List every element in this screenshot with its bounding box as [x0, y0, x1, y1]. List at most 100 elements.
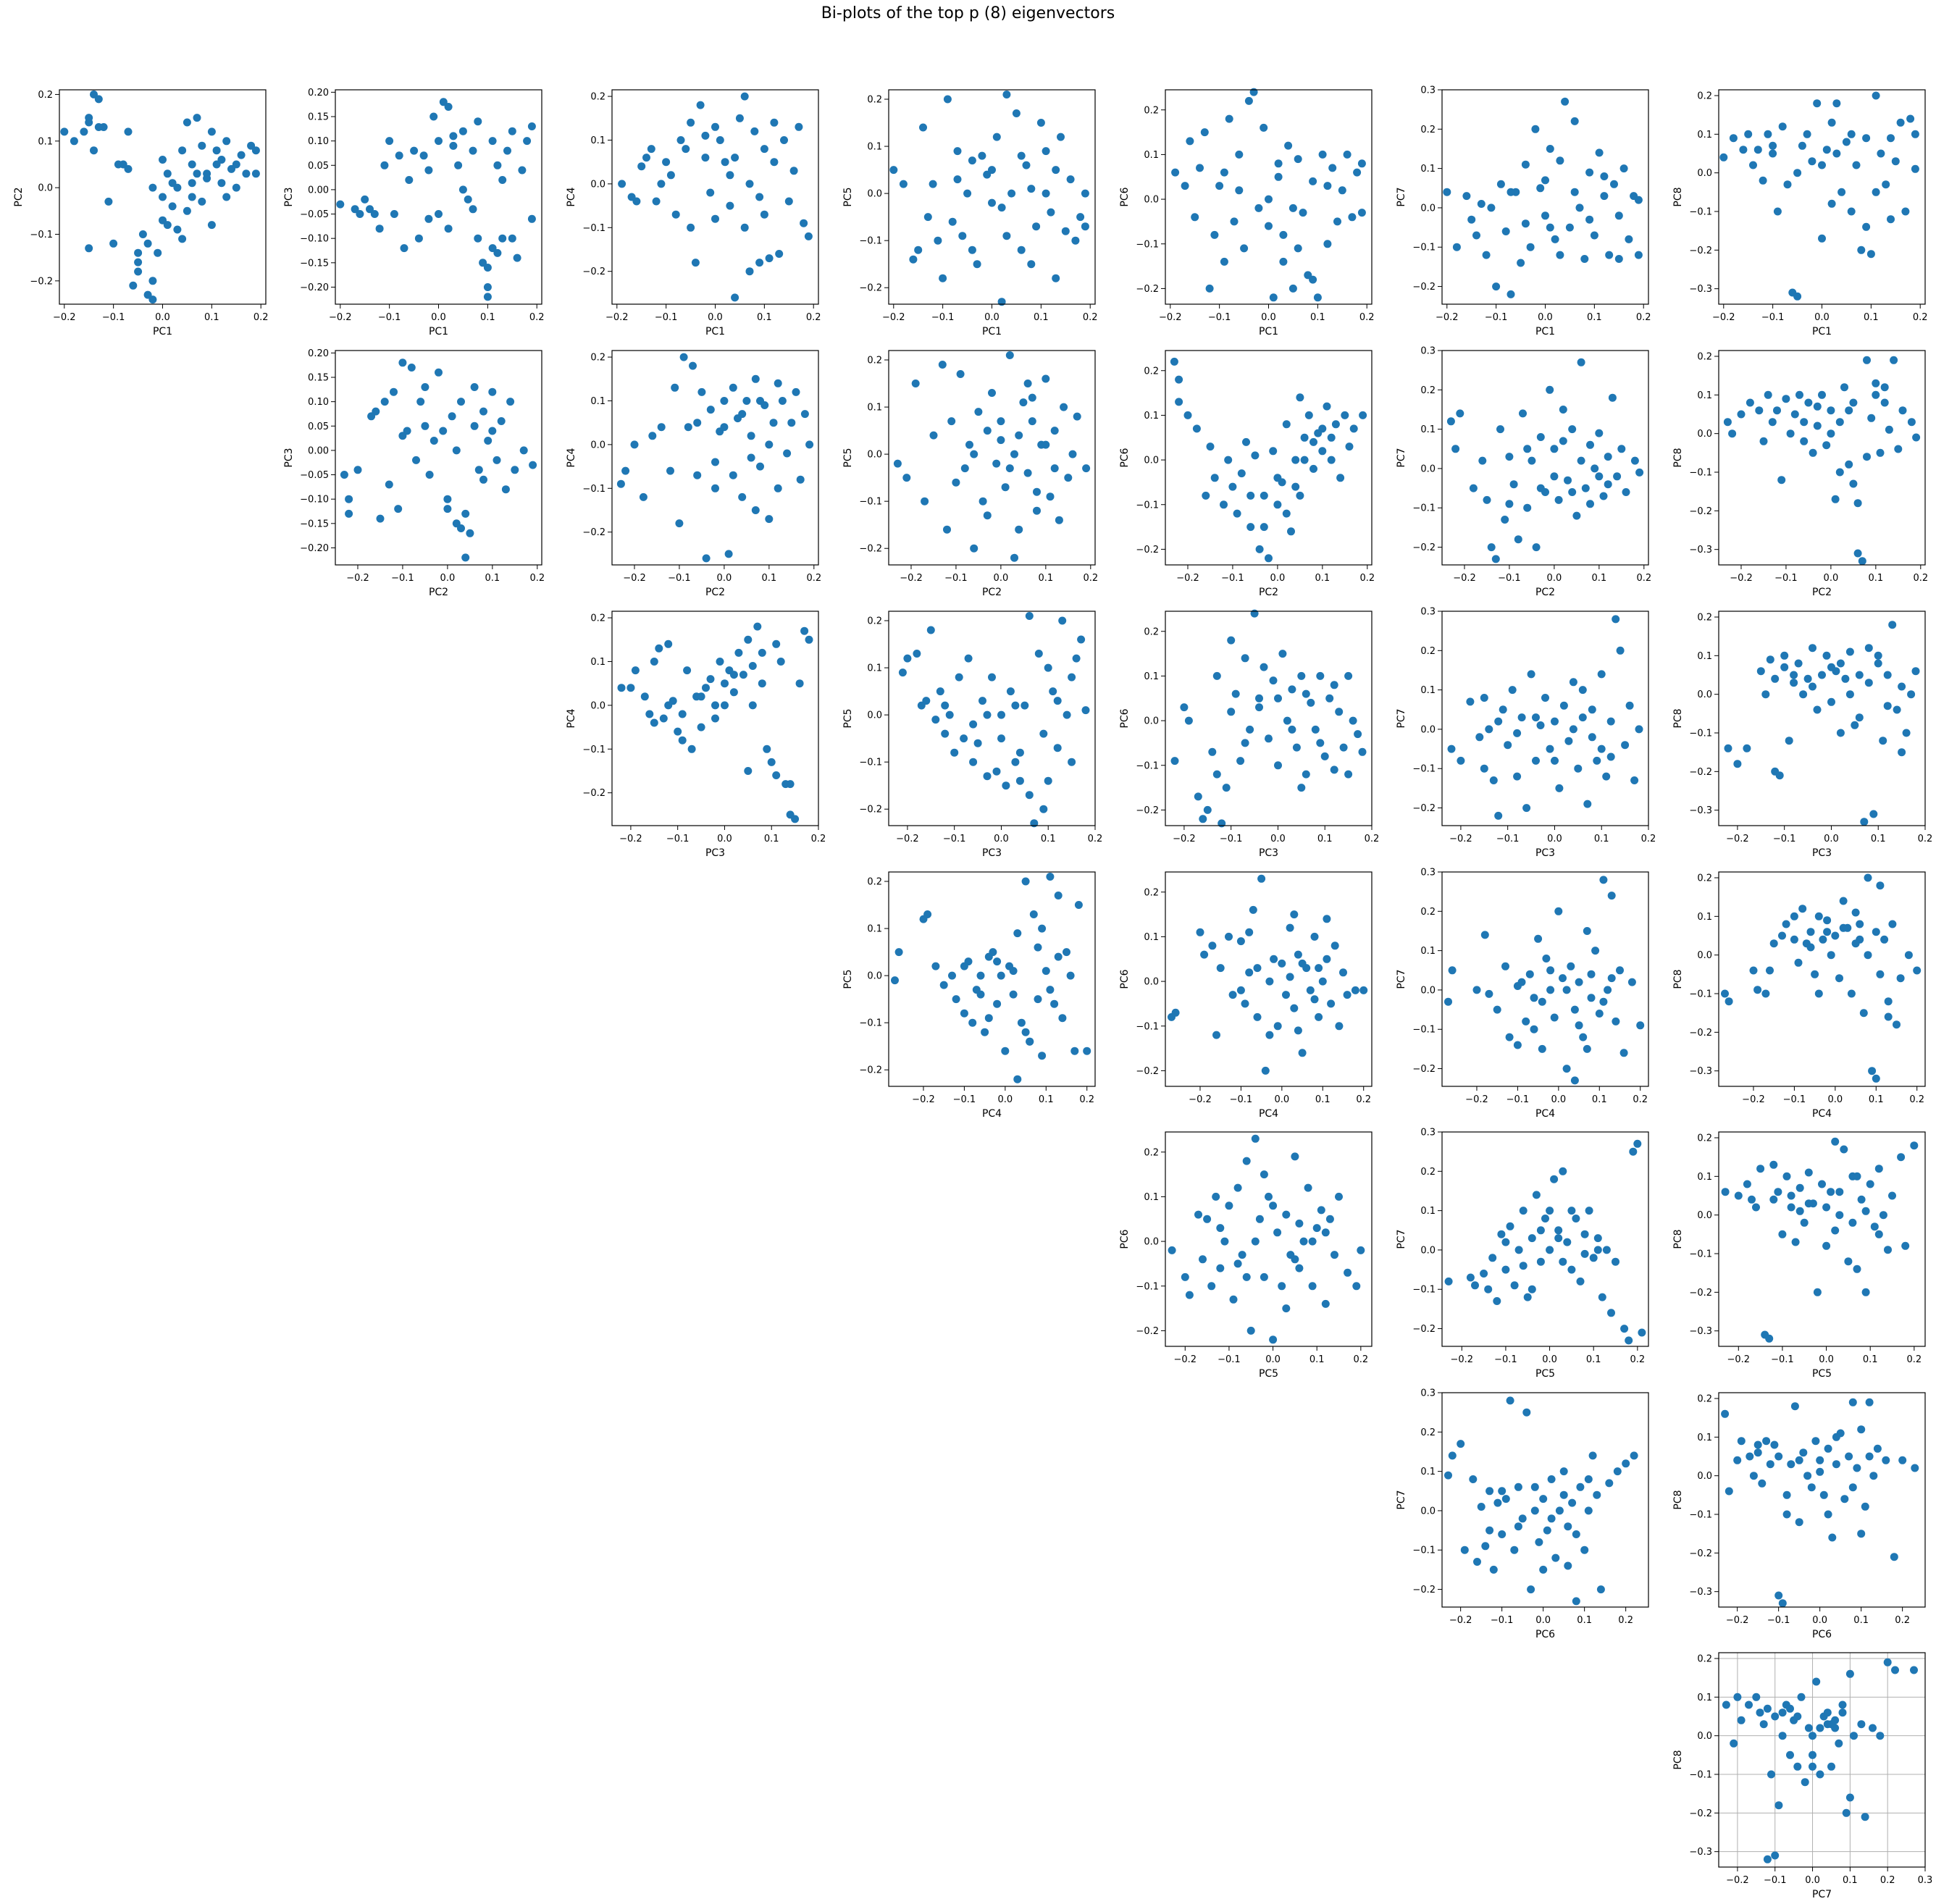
scatter-point — [1599, 876, 1608, 884]
scatter-point — [1786, 1750, 1794, 1759]
scatter-point — [1858, 557, 1866, 566]
scatter-point — [1633, 1139, 1642, 1148]
scatter-point — [1253, 964, 1262, 973]
scatter-point — [390, 387, 398, 396]
scatter-point — [1498, 1487, 1507, 1496]
scatter-point — [1235, 186, 1244, 195]
scatter-point — [435, 210, 443, 218]
scatter-point — [1868, 1067, 1877, 1075]
x-tick-label: −0.1 — [944, 573, 968, 584]
x-axis-label: PC3 — [1812, 847, 1832, 859]
scatter-point — [1240, 244, 1249, 253]
scatter-point — [1294, 244, 1302, 253]
x-tick-label: −0.1 — [1485, 312, 1508, 323]
scatter-point — [735, 114, 744, 122]
scatter-point — [1795, 1183, 1804, 1192]
scatter-point — [1743, 1180, 1751, 1188]
scatter-point — [1321, 1228, 1330, 1237]
x-tick-label: −0.1 — [1771, 1354, 1794, 1365]
scatter-point — [1595, 429, 1604, 437]
scatter-point — [956, 370, 965, 378]
y-tick-label: −0.2 — [859, 544, 882, 555]
scatter-point — [1574, 764, 1583, 773]
scatter-point — [1814, 912, 1823, 920]
scatter-point — [1721, 1409, 1730, 1418]
scatter-point — [1200, 128, 1209, 137]
scatter-point — [1813, 402, 1822, 411]
scatter-point — [1804, 398, 1813, 407]
y-axis-label: PC8 — [1672, 1490, 1684, 1509]
scatter-point — [1528, 456, 1536, 465]
x-axis-label: PC2 — [982, 587, 1002, 598]
scatter-point — [60, 127, 69, 136]
scatter-point — [1225, 932, 1233, 941]
scatter-point — [1254, 204, 1263, 212]
scatter-point — [1599, 997, 1608, 1006]
scatter-point — [1260, 1170, 1268, 1179]
scatter-point — [1323, 182, 1332, 190]
scatter-point — [109, 239, 118, 248]
scatter-point — [474, 234, 482, 243]
scatter-point — [1845, 406, 1853, 415]
scatter-point — [948, 971, 956, 980]
scatter-point — [1235, 150, 1244, 159]
scatter-point — [1477, 200, 1485, 208]
scatter-point — [519, 446, 528, 455]
scatter-point — [1044, 663, 1052, 672]
axes-frame — [1718, 1652, 1926, 1868]
scatter-point — [1585, 1207, 1593, 1215]
scatter-point — [1480, 931, 1489, 939]
scatter-point — [1288, 204, 1297, 212]
scatter-point — [659, 714, 668, 723]
scatter-point — [479, 259, 487, 267]
scatter-point — [1212, 1031, 1220, 1039]
scatter-point — [1510, 1281, 1519, 1290]
scatter-point — [1912, 433, 1921, 442]
scatter-point — [988, 198, 996, 207]
x-tick-label: 0.2 — [1353, 1354, 1368, 1365]
scatter-point — [457, 398, 465, 406]
scatter-point — [1462, 192, 1471, 201]
scatter-point — [1269, 447, 1278, 456]
y-tick-label: 0.0 — [1697, 168, 1712, 179]
scatter-point — [1845, 460, 1853, 469]
y-tick-label: 0.2 — [1697, 1394, 1712, 1405]
scatter-point — [1809, 448, 1817, 457]
scatter-point — [1786, 1704, 1794, 1713]
scatter-point — [1771, 1851, 1780, 1860]
scatter-point — [1876, 881, 1885, 890]
scatter-point — [1300, 433, 1309, 442]
x-axis-label: PC2 — [1259, 587, 1278, 598]
scatter-point — [1842, 138, 1851, 146]
scatter-point — [1296, 393, 1304, 402]
y-tick-label: −0.1 — [1689, 1510, 1712, 1521]
scatter-point — [1857, 1195, 1866, 1204]
scatter-point — [1827, 663, 1835, 671]
scatter-point — [1597, 745, 1606, 753]
scatter-point — [1577, 358, 1585, 366]
scatter-point — [1606, 717, 1615, 726]
scatter-point — [745, 180, 754, 188]
scatter-point — [960, 1009, 968, 1018]
scatter-point — [1505, 453, 1514, 461]
scatter-point — [1297, 784, 1306, 792]
scatter-point — [921, 497, 929, 506]
scatter-point — [1260, 491, 1268, 500]
scatter-point — [1827, 199, 1836, 208]
scatter-point — [1299, 1237, 1308, 1246]
scatter-point — [618, 180, 627, 188]
y-tick-label: −0.2 — [1412, 1585, 1436, 1595]
x-tick-label: −0.2 — [1726, 834, 1749, 844]
scatter-point — [763, 745, 771, 753]
scatter-point — [1872, 928, 1880, 936]
x-tick-label: 0.1 — [1853, 1615, 1869, 1626]
scatter-point — [1290, 910, 1299, 919]
scatter-point — [1793, 292, 1802, 301]
scatter-point — [1295, 1219, 1304, 1228]
scatter-point — [1887, 215, 1895, 224]
scatter-point — [464, 195, 472, 204]
x-tick-label: −0.2 — [1189, 1094, 1212, 1105]
scatter-point — [1568, 425, 1577, 434]
scatter-point — [1749, 966, 1758, 975]
y-tick-label: −0.1 — [1412, 764, 1436, 775]
